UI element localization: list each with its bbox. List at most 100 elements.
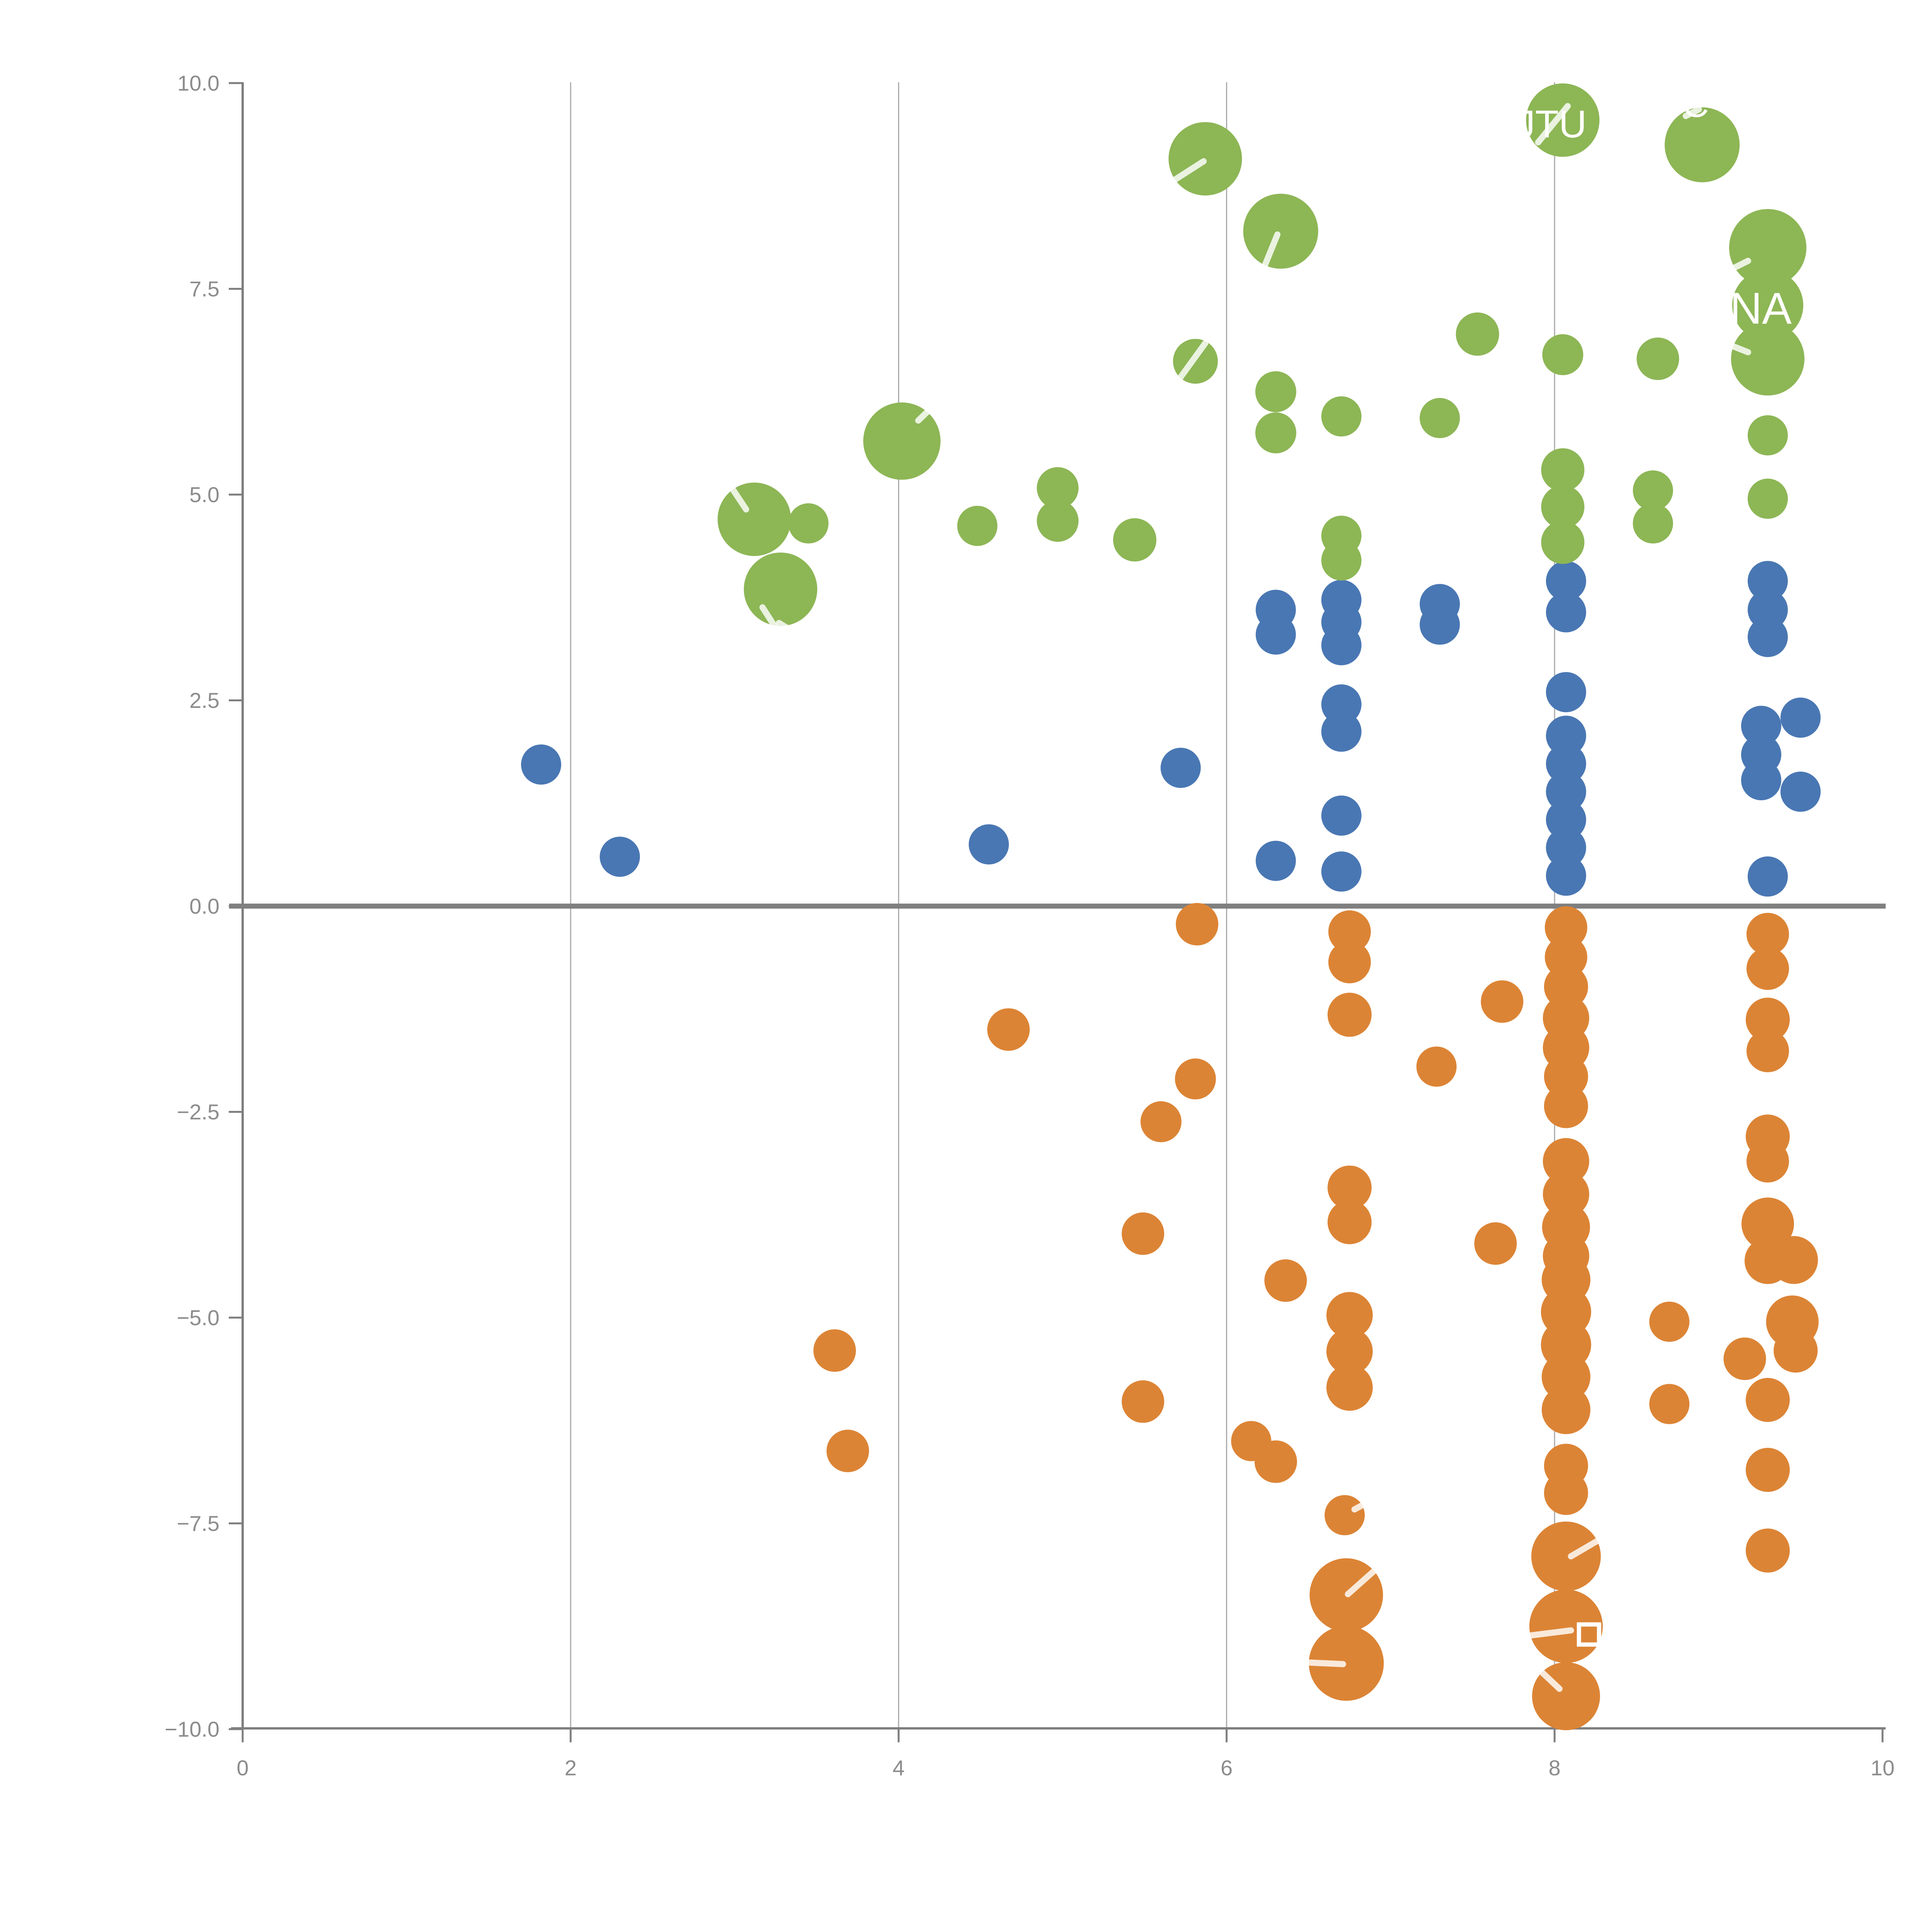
green-data-point xyxy=(957,505,998,546)
green-data-point xyxy=(1321,540,1362,581)
green-data-point xyxy=(1113,518,1156,562)
orange-data-point xyxy=(827,1430,869,1473)
green-data-point xyxy=(1636,337,1679,380)
annotation-leader-line xyxy=(915,398,941,424)
orange-data-point xyxy=(1649,1301,1690,1342)
orange-data-point xyxy=(1327,993,1372,1037)
orange-data-point xyxy=(1746,913,1789,956)
annotation-leader-line xyxy=(1717,258,1751,278)
annotation-leader-line xyxy=(1176,340,1209,383)
orange-data-point xyxy=(1176,903,1219,946)
y-tick-label: 7.5 xyxy=(189,277,219,301)
green-data-point xyxy=(1729,209,1806,286)
blue-data-point xyxy=(1546,743,1586,784)
y-tick-label: −2.5 xyxy=(177,1100,219,1124)
blue-data-point xyxy=(1546,855,1586,896)
orange-data-point xyxy=(1328,940,1371,983)
orange-data-point xyxy=(813,1329,856,1372)
orange-data-point xyxy=(1746,1029,1789,1072)
green-data-point xyxy=(1037,467,1079,509)
x-tick-label: 2 xyxy=(565,1756,577,1780)
blue-data-point xyxy=(1747,561,1788,601)
y-tick-label: 5.0 xyxy=(189,483,219,507)
blue-data-point xyxy=(1546,592,1586,633)
green-data-point xyxy=(1541,520,1585,564)
annotation-leader-line xyxy=(1568,1536,1604,1560)
orange-data-point xyxy=(1416,1046,1457,1087)
orange-data-point xyxy=(1474,1222,1517,1265)
orange-data-point xyxy=(1745,1448,1790,1492)
green-data-point xyxy=(1420,398,1460,438)
blue-data-point xyxy=(1741,706,1781,746)
annotation-leader-line xyxy=(1682,106,1702,119)
blue-data-point xyxy=(1321,851,1362,892)
orange-data-point xyxy=(1746,1140,1789,1183)
orange-data-point xyxy=(1531,1521,1601,1591)
x-tick-label: 8 xyxy=(1549,1756,1561,1780)
green-data-point xyxy=(1255,371,1296,412)
annotation-square-marker xyxy=(1577,1622,1601,1647)
annotation-leader-line xyxy=(725,479,749,513)
blue-data-point xyxy=(969,824,1009,865)
green-data-point xyxy=(1541,485,1585,529)
y-tick-label: −5.0 xyxy=(177,1306,219,1330)
annotation-leader-line xyxy=(1714,337,1751,355)
annotation-leader-line xyxy=(1515,1627,1574,1640)
orange-data-point xyxy=(1541,1385,1590,1434)
orange-data-point xyxy=(1309,1626,1384,1701)
orange-data-point xyxy=(1745,1378,1790,1422)
annotation-label: C xyxy=(1682,84,1709,125)
green-data-point xyxy=(1541,448,1585,492)
orange-data-point xyxy=(1121,1380,1164,1423)
green-data-point xyxy=(1732,270,1803,341)
orange-data-point xyxy=(1175,1058,1216,1100)
green-data-point xyxy=(1456,312,1499,356)
orange-data-point xyxy=(1745,997,1790,1042)
blue-data-point xyxy=(1546,827,1586,868)
orange-data-point xyxy=(1741,1197,1794,1250)
annotation-leader-line xyxy=(1351,1494,1381,1513)
blue-data-point xyxy=(1546,771,1586,812)
green-data-point xyxy=(1321,396,1362,437)
annotation-label: INA xyxy=(1718,284,1792,333)
y-tick-label: −10.0 xyxy=(165,1717,219,1742)
orange-data-point xyxy=(1770,1236,1818,1284)
orange-data-point xyxy=(1327,1165,1372,1210)
blue-data-point xyxy=(521,744,561,785)
green-data-point xyxy=(1255,412,1296,454)
x-tick-label: 10 xyxy=(1871,1756,1895,1780)
annotation-leader-line xyxy=(1269,1658,1346,1667)
blue-data-point xyxy=(1321,795,1362,836)
annotation-leader-line xyxy=(1535,103,1571,146)
blue-data-point xyxy=(1255,614,1296,655)
orange-data-point xyxy=(1324,1495,1365,1536)
green-data-point xyxy=(1731,322,1804,396)
orange-data-point xyxy=(1326,1292,1373,1338)
orange-data-point xyxy=(1121,1212,1164,1255)
orange-data-point xyxy=(1723,1337,1766,1380)
annotation-leader-line xyxy=(1259,231,1281,274)
orange-data-point xyxy=(1264,1259,1307,1302)
green-data-point xyxy=(1037,500,1079,542)
orange-data-point xyxy=(1543,1138,1589,1185)
blue-data-point xyxy=(1321,711,1362,752)
blue-data-point xyxy=(1747,856,1788,897)
green-data-point xyxy=(1542,334,1583,375)
green-data-point xyxy=(1665,107,1740,182)
green-data-point xyxy=(1633,503,1673,544)
y-tick-label: −7.5 xyxy=(177,1511,219,1536)
orange-data-point xyxy=(1140,1101,1182,1143)
annotation-leader-line xyxy=(1171,158,1207,184)
orange-data-point xyxy=(1327,1200,1372,1244)
orange-data-point xyxy=(1649,1384,1690,1424)
x-tick-label: 0 xyxy=(236,1756,248,1780)
orange-data-point xyxy=(1254,1440,1297,1483)
orange-data-point xyxy=(1328,910,1371,953)
blue-data-point xyxy=(1747,617,1788,657)
orange-data-point xyxy=(1544,1471,1588,1515)
blue-data-point xyxy=(1546,561,1586,601)
y-tick-label: 10.0 xyxy=(177,71,219,95)
blue-data-point xyxy=(1780,697,1821,738)
